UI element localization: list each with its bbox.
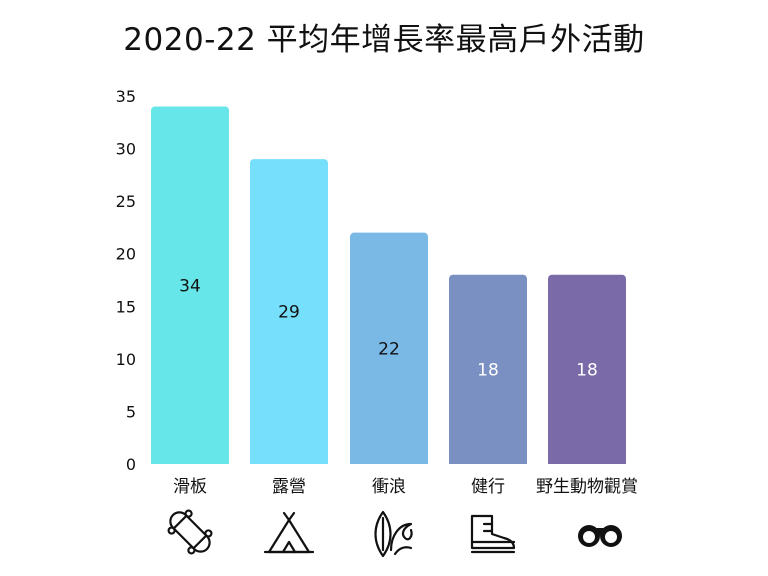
y-tick-label: 20 <box>116 245 136 264</box>
bars <box>151 106 626 465</box>
y-tick-label: 25 <box>116 192 136 211</box>
category-label: 健行 <box>471 477 505 497</box>
y-tick-label: 30 <box>116 140 136 159</box>
bar-value-label: 34 <box>179 276 201 296</box>
bar-value-label: 18 <box>576 360 598 380</box>
bar-base <box>350 458 428 464</box>
bar-value-label: 29 <box>278 303 300 323</box>
category-label: 露營 <box>272 477 306 497</box>
chart-title: 2020-22 平均年增長率最高戶外活動 <box>123 22 645 58</box>
bar-base <box>250 458 328 464</box>
tent-icon <box>263 511 315 554</box>
y-tick-label: 5 <box>126 402 136 421</box>
bar-base <box>548 458 626 464</box>
bar-value-label: 18 <box>477 360 499 380</box>
category-labels: 滑板 露營 衝浪 健行 野生動物觀賞 <box>173 477 638 497</box>
y-tick-label: 15 <box>116 297 136 316</box>
category-label: 野生動物觀賞 <box>536 477 638 497</box>
bar <box>151 106 229 464</box>
value-labels: 34 29 22 18 18 <box>179 276 598 380</box>
bar <box>250 159 328 465</box>
y-tick-label: 0 <box>126 455 136 474</box>
y-tick-label: 35 <box>116 87 136 106</box>
binoculars-icon <box>578 525 622 547</box>
bar-base <box>449 458 527 464</box>
category-icons <box>167 509 622 558</box>
y-axis: 0 5 10 15 20 25 30 35 <box>116 87 136 474</box>
skateboard-icon <box>167 509 213 555</box>
category-label: 滑板 <box>173 477 207 497</box>
bar <box>350 232 428 464</box>
bar-base <box>151 458 229 464</box>
bar <box>449 274 527 464</box>
hiking-boot-icon <box>470 514 516 554</box>
wave-surfboard-icon <box>374 510 413 558</box>
y-tick-label: 10 <box>116 350 136 369</box>
category-label: 衝浪 <box>372 477 406 497</box>
bar <box>548 274 626 464</box>
bar-value-label: 22 <box>378 339 400 359</box>
